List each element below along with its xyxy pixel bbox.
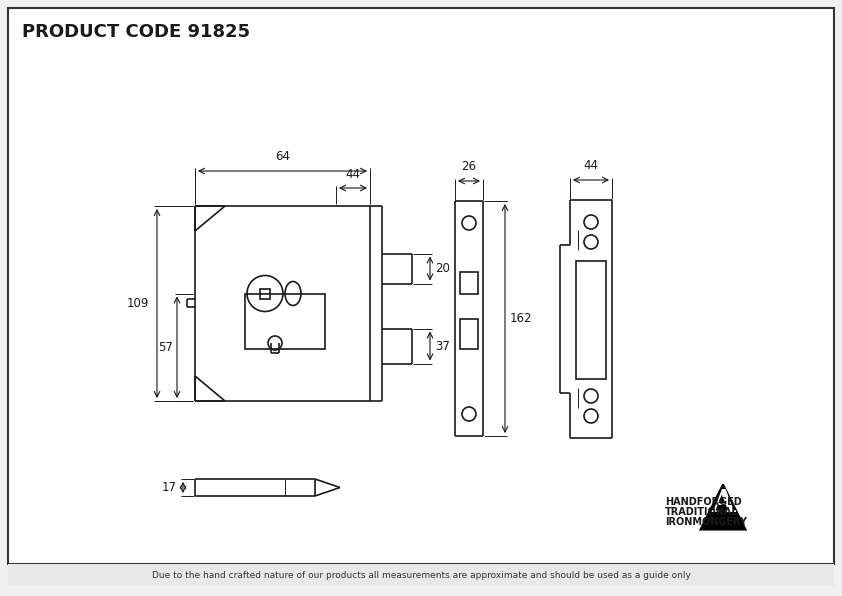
Bar [260, 288, 270, 299]
Text: TRADITIONAL: TRADITIONAL [665, 507, 738, 517]
Bar [460, 272, 478, 293]
Text: Due to the hand crafted nature of our products all measurements are approximate : Due to the hand crafted nature of our pr… [152, 570, 690, 579]
Text: 17: 17 [162, 481, 177, 494]
Text: 109: 109 [126, 297, 149, 310]
Text: 162: 162 [510, 312, 532, 325]
Bar [245, 293, 325, 349]
Text: 20: 20 [435, 262, 450, 275]
Text: HANDFORGED: HANDFORGED [665, 497, 742, 507]
Text: 44: 44 [584, 159, 599, 172]
Text: IRONMONGERY: IRONMONGERY [665, 517, 747, 527]
Bar [460, 318, 478, 349]
Polygon shape [701, 485, 745, 529]
FancyBboxPatch shape [8, 564, 834, 586]
Text: 57: 57 [158, 341, 173, 354]
Bar [576, 261, 606, 379]
Text: 26: 26 [461, 160, 477, 173]
Text: 64: 64 [275, 150, 290, 163]
Text: A: A [711, 489, 735, 520]
FancyBboxPatch shape [8, 8, 834, 564]
Text: 44: 44 [345, 168, 360, 181]
Text: PRODUCT CODE 91825: PRODUCT CODE 91825 [22, 23, 250, 41]
Text: 37: 37 [435, 340, 450, 352]
